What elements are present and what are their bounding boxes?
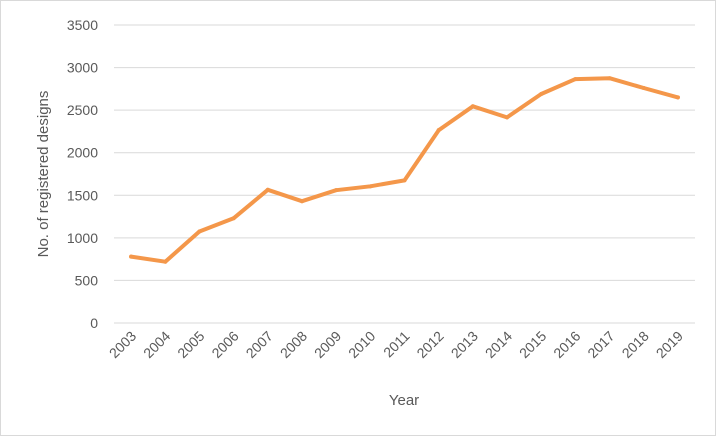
y-tick-label: 2000 — [67, 145, 98, 161]
data-point — [163, 259, 168, 264]
data-point — [231, 216, 236, 221]
x-tick-label: 2011 — [380, 328, 413, 361]
x-tick-label: 2009 — [311, 328, 344, 361]
y-tick-label: 1000 — [67, 230, 98, 246]
y-tick-label: 0 — [90, 315, 98, 331]
x-tick-label: 2018 — [619, 328, 652, 361]
y-tick-label: 3500 — [67, 17, 98, 33]
y-axis-title: No. of registered designs — [35, 91, 52, 258]
data-point — [573, 77, 578, 82]
x-tick-label: 2008 — [277, 328, 310, 361]
gridlines — [114, 24, 695, 324]
x-tick-label: 2012 — [413, 328, 446, 361]
series-layer — [129, 76, 680, 264]
data-point — [299, 199, 304, 204]
y-tick-labels: 0 500 1000 1500 2000 2500 3000 3500 — [67, 17, 98, 331]
x-tick-label: 2004 — [140, 328, 173, 361]
x-tick-label: 2003 — [106, 328, 139, 361]
x-tick-label: 2016 — [550, 328, 583, 361]
x-tick-labels: 2003 2004 2005 2006 2007 2008 2009 2010 2011 2012… — [106, 328, 686, 361]
data-point — [129, 254, 134, 259]
y-tick-label: 1500 — [67, 187, 98, 203]
x-tick-label: 2014 — [482, 328, 515, 361]
data-point — [505, 115, 510, 120]
y-tick-label: 500 — [75, 272, 99, 288]
data-point — [436, 128, 441, 133]
data-point — [334, 188, 339, 193]
y-tick-label: 3000 — [67, 60, 98, 76]
x-tick-label: 2007 — [243, 328, 276, 361]
x-tick-label: 2005 — [174, 328, 207, 361]
data-point — [197, 229, 202, 234]
data-point — [402, 178, 407, 183]
data-point — [470, 104, 475, 109]
data-point — [607, 76, 612, 81]
y-tick-label: 2500 — [67, 102, 98, 118]
x-tick-label: 2017 — [584, 328, 617, 361]
series-line — [129, 76, 680, 264]
data-point — [539, 91, 544, 96]
data-point — [265, 187, 270, 192]
x-tick-label: 2010 — [345, 328, 378, 361]
data-point — [641, 86, 646, 91]
data-point — [675, 95, 680, 100]
data-point — [368, 184, 373, 189]
x-axis-title: Year — [389, 392, 419, 409]
x-tick-label: 2013 — [448, 328, 481, 361]
x-tick-label: 2019 — [653, 328, 686, 361]
x-tick-label: 2006 — [208, 328, 241, 361]
x-tick-label: 2015 — [516, 328, 549, 361]
